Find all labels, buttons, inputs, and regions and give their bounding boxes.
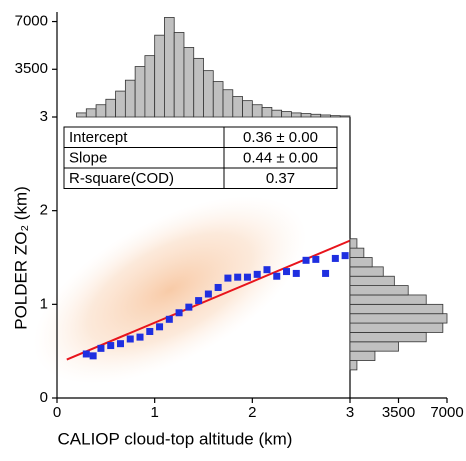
hist-bar (105, 98, 117, 118)
scatter-cloud (33, 196, 307, 384)
hist-bar (76, 112, 87, 118)
x-tick-label: 7000 (430, 404, 463, 421)
hist-bar (183, 47, 195, 118)
hist-bar (164, 17, 175, 118)
mean-point (175, 309, 183, 317)
mean-point (283, 268, 291, 276)
mean-point (253, 270, 261, 278)
hist-bar (349, 275, 395, 287)
mean-point (116, 340, 124, 348)
hist-bar (349, 313, 448, 324)
x-tick-label: 3500 (382, 404, 415, 421)
mean-point (82, 350, 90, 358)
y-tick-label: 7000 (15, 13, 48, 30)
table-cell: Slope (69, 150, 107, 167)
table-cell: 0.37 (266, 170, 295, 187)
mean-point (243, 273, 251, 281)
hist-bar (349, 266, 384, 277)
y-axis-label: POLDER ZO₂ (km) (11, 186, 30, 330)
hist-bar (349, 257, 373, 268)
hist-bar (271, 109, 283, 118)
mean-point (185, 303, 193, 311)
x-axis-label: CALIOP cloud-top altitude (km) (58, 429, 293, 448)
y-tick-label: 2 (40, 202, 48, 219)
hist-bar (232, 96, 243, 118)
mean-point (322, 269, 330, 277)
hist-bar (349, 350, 376, 361)
x-tick-label: 1 (150, 404, 158, 421)
hist-bar (330, 115, 341, 118)
mean-point (146, 327, 154, 335)
hist-bar (349, 285, 409, 296)
mean-point (107, 342, 115, 350)
hist-bar (85, 108, 97, 118)
hist-bar (349, 341, 399, 352)
hist-bar (124, 79, 136, 118)
hist-bar (349, 247, 365, 258)
hist-bar (222, 89, 234, 118)
hist-bar (251, 104, 263, 118)
x-tick-label: 2 (248, 404, 256, 421)
mean-point (302, 256, 310, 264)
hist-bar (95, 104, 107, 118)
mean-point (89, 352, 97, 360)
hist-bar (290, 112, 302, 118)
hist-bar (339, 115, 351, 118)
mean-point (97, 344, 105, 352)
hist-bar (144, 55, 156, 118)
hist-bar (300, 113, 312, 118)
table-cell: 0.36 ± 0.00 (243, 129, 318, 146)
hist-bar (193, 57, 204, 118)
table-cell: R-square(COD) (69, 170, 174, 187)
mean-point (234, 273, 242, 281)
hist-bar (261, 107, 273, 118)
mean-point (292, 269, 300, 277)
hist-bar (349, 332, 427, 343)
x-tick-label: 3 (346, 404, 354, 421)
hist-bar (242, 100, 253, 118)
hist-bar (173, 32, 185, 118)
hist-bar (212, 81, 224, 118)
mean-point (195, 297, 203, 305)
mean-point (224, 274, 232, 282)
mean-point (312, 255, 320, 263)
table-cell: 0.44 ± 0.00 (243, 150, 318, 167)
hist-bar (320, 114, 331, 118)
hist-bar (349, 322, 444, 333)
mean-point (165, 315, 173, 323)
hist-bar (310, 113, 322, 118)
y-tick-label: 3 (40, 108, 48, 125)
table-cell: Intercept (69, 129, 128, 146)
hist-bar (281, 111, 292, 118)
mean-point (263, 266, 271, 274)
mean-point (341, 252, 349, 260)
mean-point (136, 333, 144, 341)
y-tick-label: 1 (40, 295, 48, 312)
mean-point (331, 254, 339, 262)
y-tick-label: 3500 (15, 60, 48, 77)
hist-bar (134, 66, 146, 118)
hist-bar (349, 303, 444, 315)
hist-bar (203, 70, 214, 118)
y-tick-label: 0 (40, 389, 48, 406)
mean-point (126, 335, 134, 343)
hist-bar (154, 34, 165, 118)
stats-table (63, 126, 338, 189)
hist-bar (115, 90, 126, 118)
mean-point (156, 323, 164, 331)
x-tick-label: 0 (53, 404, 61, 421)
hist-bar (349, 360, 358, 371)
mean-point (273, 272, 281, 280)
mean-point (214, 283, 222, 291)
hist-bar (349, 238, 358, 249)
hist-bar (349, 294, 427, 305)
mean-point (204, 290, 212, 298)
